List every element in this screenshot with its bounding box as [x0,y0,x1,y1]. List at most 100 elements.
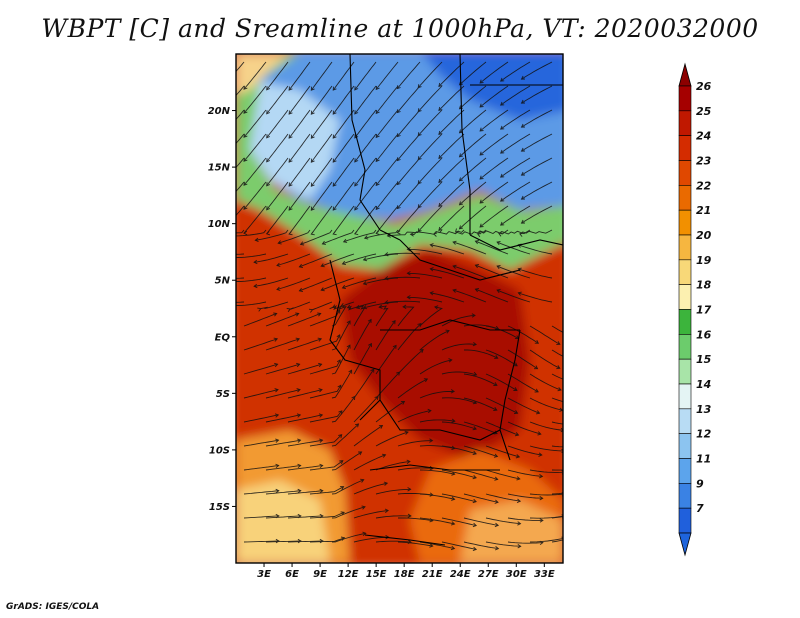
streamline [265,465,301,471]
streamline [419,306,443,327]
streamline-arrowhead [584,444,587,448]
streamline [266,85,289,115]
streamline-arrowhead [539,496,544,501]
streamline-arrowhead [582,383,585,387]
streamline-arrowhead [417,204,422,209]
streamline [300,229,333,245]
streamline [419,541,455,550]
streamline [243,389,279,399]
colorbar-segment [678,433,692,459]
colorbar-label: 19 [696,254,712,267]
streamline-arrowhead [513,362,518,367]
streamline-arrowhead [370,368,375,373]
streamline-arrowhead [451,418,456,423]
streamline-arrowhead [438,178,443,184]
streamline [299,253,333,268]
streamline [419,390,455,399]
streamline-arrowhead [500,221,505,226]
streamline-arrowhead [221,205,224,208]
streamline-arrowhead [580,339,583,343]
streamline-arrowhead [500,173,505,178]
light-orange-southeast [460,500,563,563]
streamline [288,133,311,163]
streamline [236,301,267,307]
streamline [332,205,355,235]
colorbar-label: 11 [696,453,711,466]
streamline-arrowhead [274,388,279,393]
streamline-arrowhead [231,304,234,308]
streamline-arrowhead [209,299,212,303]
colorbar-label: 13 [696,403,712,416]
lat-tick-label: 15S [209,502,230,513]
streamline [438,157,465,183]
streamline [236,229,267,237]
colorbar-label: 16 [696,328,712,341]
streamline-arrowhead [266,86,271,91]
streamline [343,229,377,243]
lat-tick-label: 20N [208,106,231,117]
colorbar-label: 20 [696,229,712,242]
streamline [332,133,355,163]
streamline [529,349,561,369]
streamline-arrowhead [406,247,411,252]
streamline [321,277,355,291]
streamline [287,312,321,327]
streamline [321,253,355,267]
streamline [419,469,455,475]
streamline [265,540,302,543]
colorbar-label: 17 [696,304,712,317]
streamline [551,397,563,402]
streamline-arrowhead [582,533,586,536]
streamline [496,265,531,279]
streamline-arrowhead [310,86,315,91]
streamline-arrowhead [336,334,341,339]
streamline-arrowhead [520,195,526,200]
streamline [452,289,487,303]
streamline [309,537,345,543]
streamline [278,229,311,244]
streamline-arrowhead [295,312,300,317]
streamline [375,109,399,138]
streamline-arrowhead [362,531,367,536]
streamline-arrowhead [500,197,505,202]
streamline [398,517,433,522]
streamline [397,306,415,327]
streamline [417,85,443,112]
lon-tick-label: 18E [394,569,415,580]
streamline [266,205,289,235]
streamline-arrowhead [243,109,248,114]
streamline [397,410,431,423]
streamline [397,323,422,351]
streamline [353,396,379,423]
colorbar-label: 25 [696,105,712,118]
streamline-arrowhead [534,340,540,344]
streamline-arrowhead [474,240,479,245]
streamline-arrowhead [318,413,324,418]
streamline [236,157,245,169]
streamline [287,338,322,351]
streamline-arrowhead [583,465,586,469]
streamline-arrowhead [520,171,526,176]
streamline [243,414,279,423]
streamline-arrowhead [423,378,429,383]
streamline-arrowhead [275,538,280,544]
deep-blue-region [423,54,563,120]
streamline-arrowhead [493,453,499,458]
streamline [441,493,477,503]
streamline-arrowhead [400,401,406,405]
streamline-arrowhead [476,233,482,238]
streamline [507,421,541,435]
colorbar-bottom-arrow [678,532,692,557]
longitude-axis: 3E 6E 9E 12E 15E 18E 21E 24E 27E 30E 33E [257,563,555,580]
streamline [265,312,299,327]
streamline [430,244,465,255]
streamline [288,157,311,187]
streamline [496,241,531,255]
streamline [354,109,377,139]
streamline-arrowhead [288,182,293,187]
streamline-arrowhead [383,481,389,486]
streamline-arrowhead [276,286,281,291]
lon-tick-label: 12E [338,569,359,580]
streamline-arrowhead [332,86,337,91]
streamline [309,359,341,375]
